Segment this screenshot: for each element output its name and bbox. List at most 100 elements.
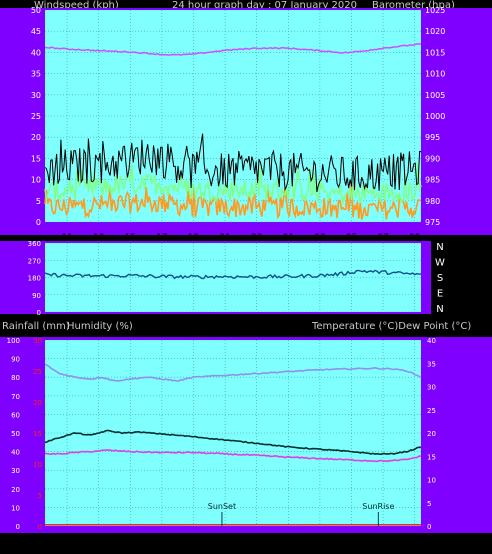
humidity-tick-label: 30 bbox=[11, 467, 20, 475]
compass-label: N bbox=[436, 304, 443, 315]
temperature-tick-label: 40 bbox=[427, 337, 436, 345]
windspeed-tick-label: 15 bbox=[31, 154, 41, 163]
windspeed-tick-label: 30 bbox=[31, 91, 41, 100]
temperature-tick-label: 25 bbox=[427, 407, 436, 415]
x-tick-label: 17 bbox=[156, 538, 167, 548]
dewpoint-line bbox=[44, 449, 422, 463]
barometer-tick-label: 1020 bbox=[425, 27, 445, 36]
humidity-tick-label: 90 bbox=[11, 356, 20, 364]
x-tick-label: 19 bbox=[188, 538, 200, 548]
x-tick-label: 15 bbox=[125, 233, 136, 243]
rainfall-tick-label: 10 bbox=[33, 461, 42, 469]
climate-plot-area bbox=[45, 340, 421, 526]
compass-label: E bbox=[437, 289, 443, 300]
humidity-tick-label: 60 bbox=[11, 411, 20, 419]
x-tick-label: 11 bbox=[61, 538, 72, 548]
humidity-tick-label: 40 bbox=[11, 449, 20, 457]
windspeed-tick-label: 45 bbox=[31, 27, 41, 36]
temperature-tick-label: 30 bbox=[427, 384, 436, 392]
barometer-tick-label: 975 bbox=[425, 218, 440, 227]
x-tick-label: 17 bbox=[156, 233, 167, 243]
barometer-tick-label: 1015 bbox=[425, 48, 445, 57]
direction-tick-label: 180 bbox=[28, 275, 41, 283]
x-tick-label: 11 bbox=[61, 233, 72, 243]
windspeed-tick-label: 35 bbox=[31, 70, 41, 79]
rainfall-axis-title: Rainfall (mm) bbox=[2, 321, 70, 332]
rainfall-tick-label: 15 bbox=[33, 430, 42, 438]
humidity-line bbox=[44, 363, 422, 382]
wind-gust-trace bbox=[44, 133, 422, 193]
humidity-tick-label: 70 bbox=[11, 393, 20, 401]
barometer-tick-label: 985 bbox=[425, 176, 440, 185]
humidity-tick-label: 10 bbox=[11, 504, 20, 512]
x-tick-label: 15 bbox=[125, 538, 136, 548]
sunrise-label: SunRise bbox=[362, 502, 394, 511]
temperature-tick-label: 15 bbox=[427, 453, 436, 461]
barometer-tick-label: 1010 bbox=[425, 70, 445, 79]
direction-tick-label: 270 bbox=[28, 257, 41, 265]
humidity-tick-label: 80 bbox=[11, 374, 20, 382]
x-tick-label: 01 bbox=[283, 538, 294, 548]
x-tick-label: 21 bbox=[219, 233, 230, 243]
x-tick-label: 05 bbox=[346, 233, 357, 243]
x-tick-label: 21 bbox=[219, 538, 230, 548]
windspeed-tick-label: 20 bbox=[31, 133, 41, 142]
windspeed-tick-label: 10 bbox=[31, 176, 41, 185]
x-tick-label: 09 bbox=[409, 538, 421, 548]
rainfall-tick-label: 20 bbox=[33, 399, 42, 407]
temperature-tick-label: 0 bbox=[427, 523, 431, 531]
rainfall-tick-label: 5 bbox=[38, 492, 42, 500]
barometer-tick-label: 1005 bbox=[425, 91, 445, 100]
windspeed-axis-title: Windspeed (kph) bbox=[34, 0, 119, 11]
x-tick-label: 23 bbox=[251, 233, 262, 243]
temperature-tick-label: 10 bbox=[427, 477, 436, 485]
barometer-line bbox=[44, 42, 422, 56]
rainfall-tick-label: 0 bbox=[38, 523, 42, 531]
barometer-tick-label: 990 bbox=[425, 154, 440, 163]
wind-average-trace bbox=[44, 161, 422, 204]
x-tick-label: 03 bbox=[314, 233, 325, 243]
windspeed-tick-label: 50 bbox=[31, 6, 41, 15]
direction-tick-label: 0 bbox=[37, 309, 41, 317]
rainfall-tick-label: 30 bbox=[33, 337, 42, 345]
temperature-dewpoint-axis-title: Temperature (°C)Dew Point (°C) bbox=[312, 321, 472, 332]
x-tick-label: 01 bbox=[283, 233, 294, 243]
temperature-tick-label: 20 bbox=[427, 430, 436, 438]
windspeed-tick-label: 5 bbox=[36, 197, 41, 206]
wind-minimum-trace bbox=[44, 179, 422, 220]
direction-tick-label: 90 bbox=[32, 292, 41, 300]
x-tick-label: 09 bbox=[409, 233, 421, 243]
barometer-axis-title: Barometer (hpa) bbox=[372, 0, 455, 11]
humidity-axis-title: Humidity (%) bbox=[67, 321, 133, 332]
x-tick-label: 13 bbox=[93, 233, 104, 243]
direction-tick-label: 360 bbox=[28, 240, 41, 248]
windspeed-tick-label: 40 bbox=[31, 48, 41, 57]
compass-label: W bbox=[435, 258, 445, 269]
sunset-label: SunSet bbox=[208, 502, 236, 511]
x-tick-label: 23 bbox=[251, 538, 262, 548]
x-tick-label: 07 bbox=[377, 233, 388, 243]
barometer-tick-label: 995 bbox=[425, 133, 440, 142]
x-tick-label: 03 bbox=[314, 538, 325, 548]
barometer-tick-label: 1025 bbox=[425, 6, 445, 15]
windspeed-tick-label: 25 bbox=[31, 112, 41, 121]
graph-title: 24 hour graph day : 07 January 2020 bbox=[172, 0, 357, 11]
humidity-tick-label: 50 bbox=[11, 430, 20, 438]
humidity-tick-label: 20 bbox=[11, 486, 20, 494]
compass-label: N bbox=[436, 242, 443, 253]
x-tick-label: 19 bbox=[188, 233, 200, 243]
temperature-tick-label: 35 bbox=[427, 360, 436, 368]
x-tick-label: 05 bbox=[346, 538, 357, 548]
wind-direction-line bbox=[44, 269, 422, 280]
windspeed-tick-label: 0 bbox=[36, 218, 41, 227]
compass-label: S bbox=[437, 273, 443, 284]
temperature-line bbox=[44, 429, 422, 456]
x-tick-label: 13 bbox=[93, 538, 104, 548]
humidity-tick-label: 100 bbox=[7, 337, 20, 345]
barometer-tick-label: 1000 bbox=[425, 112, 445, 121]
humidity-tick-label: 0 bbox=[16, 523, 20, 531]
x-tick-label: 07 bbox=[377, 538, 388, 548]
barometer-tick-label: 980 bbox=[425, 197, 440, 206]
temperature-tick-label: 5 bbox=[427, 500, 431, 508]
